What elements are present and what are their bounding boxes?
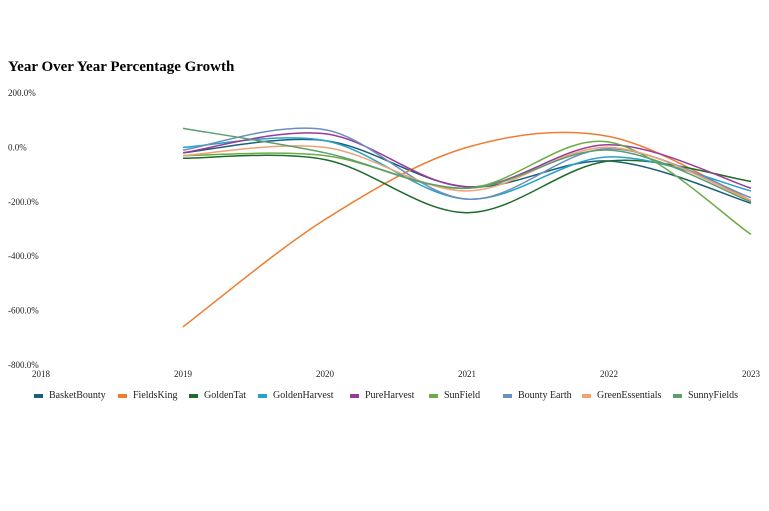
legend-item-sunfield[interactable]: SunField	[429, 390, 480, 401]
legend-item-pureharvest[interactable]: PureHarvest	[350, 390, 414, 401]
legend-item-goldentat[interactable]: GoldenTat	[189, 390, 246, 401]
y-tick-label: 0.0%	[8, 142, 27, 152]
series-line-pureharvest	[182, 132, 752, 189]
chart-legend: BasketBounty FieldsKing GoldenTat GoldenHar…	[34, 390, 754, 404]
legend-label: FieldsKing	[133, 390, 178, 401]
x-tick-label: 2021	[458, 369, 476, 379]
x-tick-label: 2023	[742, 369, 761, 379]
legend-item-fieldsking[interactable]: FieldsKing	[118, 390, 177, 401]
legend-swatch	[189, 393, 198, 398]
legend-label: SunnyFields	[688, 390, 739, 401]
y-tick-label: -200.0%	[8, 197, 39, 207]
legend-label: Bounty Earth	[518, 390, 572, 401]
legend-label: GoldenHarvest	[273, 390, 334, 401]
x-tick-label: 2019	[174, 369, 193, 379]
chart-title: Year Over Year Percentage Growth	[8, 59, 235, 75]
legend-label: SunField	[444, 390, 481, 401]
y-tick-label: -600.0%	[8, 306, 39, 316]
legend-item-sunnyfields[interactable]: SunnyFields	[673, 390, 738, 401]
legend-label: BasketBounty	[49, 390, 106, 401]
x-tick-label: 2022	[600, 369, 618, 379]
x-tick-label: 2018	[32, 369, 51, 379]
x-tick-label: 2020	[316, 369, 335, 379]
series-line-greenessentials	[182, 145, 752, 202]
legend-item-bounty-earth[interactable]: Bounty Earth	[503, 390, 572, 401]
legend-label: PureHarvest	[365, 390, 415, 401]
legend-swatch	[429, 393, 438, 398]
series-line-sunnyfields	[182, 127, 752, 203]
legend-label: GreenEssentials	[597, 390, 662, 401]
legend-item-basketbounty[interactable]: BasketBounty	[34, 390, 106, 401]
legend-item-greenessentials[interactable]: GreenEssentials	[582, 390, 661, 401]
legend-item-goldenharvest[interactable]: GoldenHarvest	[258, 390, 334, 401]
y-tick-label: 200.0%	[8, 88, 36, 98]
y-tick-label: -800.0%	[8, 360, 39, 370]
legend-swatch	[118, 393, 127, 398]
legend-swatch	[34, 393, 43, 398]
legend-swatch	[258, 393, 267, 398]
legend-swatch	[673, 393, 682, 398]
y-tick-label: -400.0%	[8, 251, 39, 261]
legend-swatch	[503, 393, 512, 398]
series-line-basketbounty	[182, 138, 752, 204]
legend-swatch	[582, 393, 591, 398]
legend-swatch	[350, 393, 359, 398]
legend-label: GoldenTat	[204, 390, 247, 401]
